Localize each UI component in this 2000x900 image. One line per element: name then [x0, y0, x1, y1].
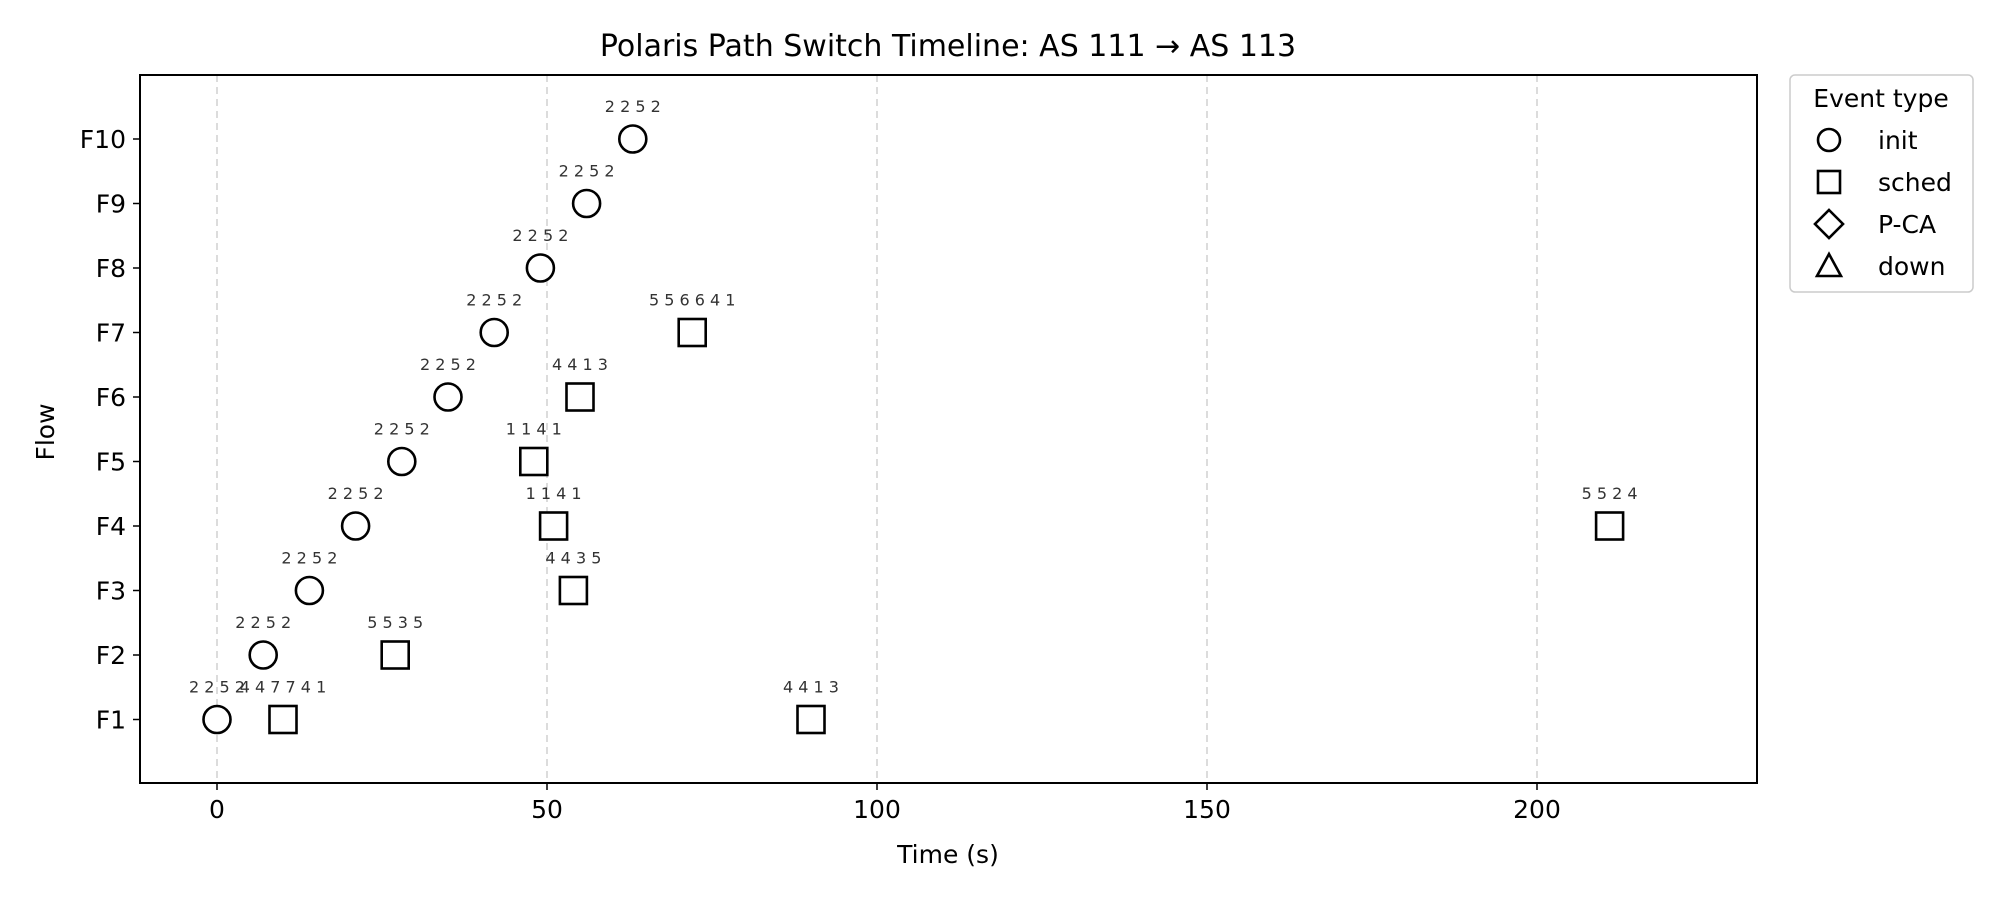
y-tick-label: F1	[96, 706, 126, 735]
event-annotation: 2 2 5 2	[605, 97, 661, 116]
event-marker-init	[617, 124, 648, 154]
legend-entry: init	[1816, 126, 1918, 155]
event-marker-init	[202, 704, 232, 735]
x-tick-label: 150	[1183, 795, 1231, 824]
event-annotation: 2 2 5 2	[466, 291, 522, 310]
chart-title: Polaris Path Switch Timeline: AS 111 → A…	[600, 29, 1296, 64]
event-marker-sched	[268, 704, 298, 735]
event-marker-init	[248, 640, 279, 670]
legend-label: sched	[1878, 168, 1952, 197]
event-annotation: 2 2 5 2	[189, 678, 245, 697]
grid-lines	[216, 75, 1538, 783]
y-axis-ticks: F1 F2 F3 F4 F5 F6 F7 F8 F9 F10	[80, 125, 140, 735]
event-annotation: 5 5 3 5	[367, 613, 423, 632]
x-axis-label: Time (s)	[896, 840, 999, 869]
event-marker-sched	[677, 317, 708, 348]
event-marker-init	[433, 382, 463, 412]
x-tick-label: 50	[531, 795, 563, 824]
legend-entry: down	[1814, 251, 1945, 281]
event-marker-sched	[1594, 511, 1625, 541]
y-tick-label: F7	[96, 319, 126, 348]
event-annotation: 2 2 5 2	[235, 613, 291, 632]
x-tick-label: 100	[853, 795, 901, 824]
legend-label: init	[1878, 126, 1918, 155]
legend-marker-init	[1816, 127, 1842, 153]
y-tick-label: F5	[96, 448, 126, 477]
legend-label: P-CA	[1878, 210, 1936, 239]
event-annotation: 2 2 5 2	[512, 226, 568, 245]
event-marker-init	[340, 511, 371, 541]
legend-title: Event type	[1813, 84, 1948, 113]
event-marker-sched	[558, 575, 589, 606]
event-annotation: 5 5 6 6 4 1	[649, 291, 736, 310]
event-annotation: 1 1 4 1	[526, 484, 582, 503]
event-marker-sched	[380, 640, 411, 670]
event-marker-sched	[518, 446, 549, 477]
event-annotation: 2 2 5 2	[559, 162, 615, 181]
event-marker-sched	[796, 704, 826, 735]
legend-marker-down	[1814, 251, 1844, 278]
y-tick-label: F10	[80, 125, 126, 154]
event-annotation: 4 4 3 5	[545, 549, 601, 568]
y-tick-label: F9	[96, 190, 126, 219]
x-tick-label: 200	[1513, 795, 1561, 824]
legend-marker-sched	[1816, 169, 1842, 195]
event-annotation: 1 1 4 1	[506, 420, 562, 439]
event-annotation: 5 5 2 4	[1582, 484, 1638, 503]
legend-entry: P-CA	[1813, 208, 1936, 240]
x-axis-ticks: 0 50 100 150 200	[209, 783, 1561, 824]
event-annotation: 2 2 5 2	[281, 549, 337, 568]
legend-entry: sched	[1816, 168, 1952, 197]
event-marker-init	[525, 253, 556, 283]
legend-marker-P-CA	[1813, 208, 1845, 240]
event-annotation: 2 2 5 2	[420, 355, 476, 374]
event-marker-init	[294, 575, 325, 606]
x-tick-label: 0	[209, 795, 225, 824]
legend-frame	[1789, 74, 1974, 293]
legend-label: down	[1878, 252, 1945, 281]
y-tick-label: F4	[96, 512, 126, 541]
y-tick-label: F6	[96, 383, 126, 412]
event-marker-init	[479, 317, 510, 348]
event-marker-init	[386, 446, 417, 477]
y-axis-label: Flow	[31, 403, 60, 460]
event-markers	[202, 124, 1625, 735]
event-annotation: 2 2 5 2	[328, 484, 384, 503]
event-marker-init	[571, 188, 602, 219]
event-annotation: 4 4 1 3	[783, 678, 839, 697]
y-tick-label: F3	[96, 577, 126, 606]
event-marker-sched	[565, 382, 595, 412]
event-annotation: 4 4 7 7 4 1	[240, 678, 327, 697]
legend: Event type init sched P-CA down	[1789, 74, 1974, 293]
plot-frame	[139, 74, 1758, 784]
y-tick-label: F2	[96, 641, 126, 670]
event-annotation: 2 2 5 2	[374, 420, 430, 439]
y-tick-label: F8	[96, 254, 126, 283]
event-annotation: 4 4 1 3	[552, 355, 608, 374]
event-marker-sched	[538, 511, 569, 541]
